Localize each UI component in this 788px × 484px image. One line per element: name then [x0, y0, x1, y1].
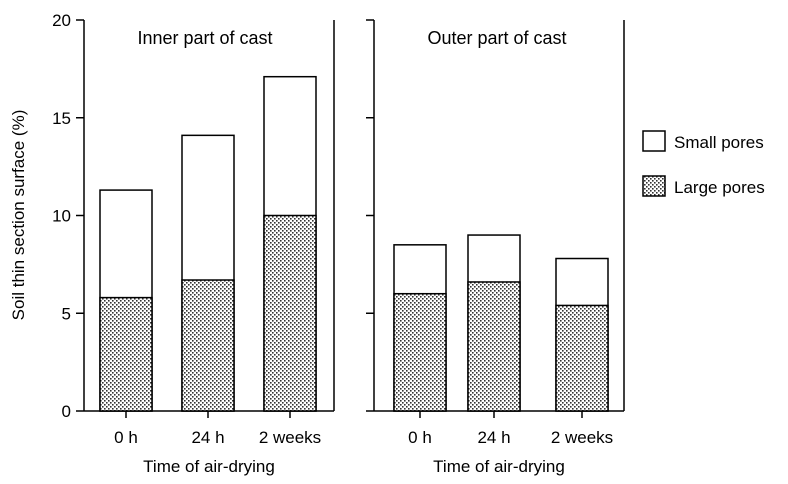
x-axis-label: Time of air-drying — [433, 457, 565, 476]
x-tick-label: 24 h — [477, 428, 510, 447]
x-tick-label: 0 h — [408, 428, 432, 447]
y-axis-label: Soil thin section surface (%) — [9, 110, 28, 321]
y-tick-label: 20 — [52, 11, 71, 30]
x-tick-label: 24 h — [191, 428, 224, 447]
y-axis: 0 5 10 15 20 — [52, 11, 84, 421]
bar-large-pores — [99, 296, 153, 412]
y-tick-label: 5 — [62, 304, 71, 323]
bar-large-pores — [263, 214, 317, 412]
x-axis-label: Time of air-drying — [143, 457, 275, 476]
y-tick-label: 0 — [62, 402, 71, 421]
x-tick-label: 0 h — [114, 428, 138, 447]
bar-large-pores — [181, 279, 235, 412]
x-tick-label: 2 weeks — [259, 428, 321, 447]
y-tick-label: 15 — [52, 109, 71, 128]
legend-label: Small pores — [674, 133, 764, 152]
bar-large-pores — [467, 281, 521, 412]
x-tick-label: 2 weeks — [551, 428, 613, 447]
panel-outer: Outer part of cast 0 h 24 h 2 weeks Time of … — [366, 19, 625, 476]
y-tick-label: 10 — [52, 207, 71, 226]
panel-title: Outer part of cast — [427, 28, 566, 48]
bar-large-pores — [393, 292, 447, 412]
bar-large-pores — [555, 304, 609, 412]
panel-inner: Inner part of cast 0 h 24 h 2 weeks Time of … — [83, 20, 335, 476]
legend-swatch — [642, 130, 666, 152]
legend-swatch — [642, 175, 666, 197]
legend: Small pores Large pores — [642, 130, 765, 197]
legend-label: Large pores — [674, 178, 765, 197]
panel-title: Inner part of cast — [137, 28, 272, 48]
